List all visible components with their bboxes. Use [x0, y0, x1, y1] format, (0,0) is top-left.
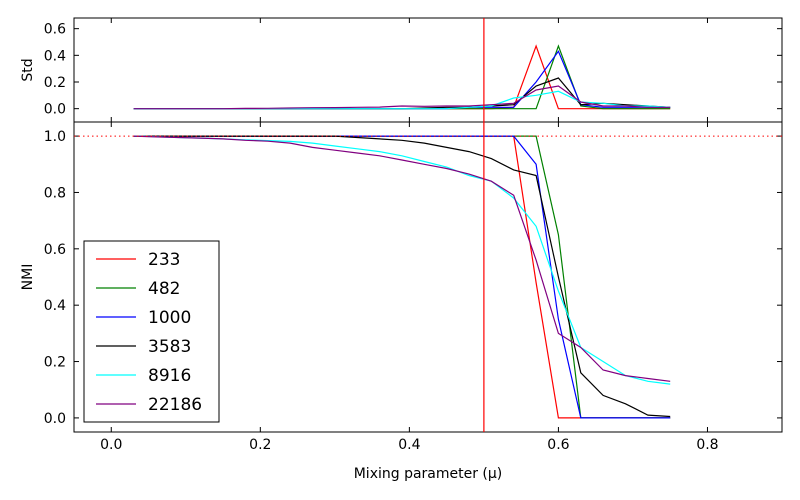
x-tick-label: 0.2	[249, 437, 271, 453]
legend-label-8916: 8916	[148, 366, 191, 386]
std-ytick-label: 0.4	[44, 48, 66, 64]
std-ticks: 0.0 0.2 0.4 0.6	[44, 22, 782, 118]
legend-label-482: 482	[148, 279, 180, 299]
nmi-ytick-label: 0.4	[44, 298, 66, 314]
legend-box	[83, 240, 220, 423]
nmi-panel-frame	[73, 121, 783, 433]
std-series-22186	[133, 85, 671, 110]
std-ylabel: Std	[20, 58, 36, 81]
x-tick-label: 0.0	[100, 437, 122, 453]
legend-label-3583: 3583	[148, 337, 191, 357]
std-ytick-label: 0.6	[44, 22, 66, 38]
nmi-ylabel: NMI	[20, 264, 36, 291]
std-series-lines	[133, 44, 671, 110]
nmi-ytick-label: 0.0	[44, 411, 66, 427]
nmi-ticks: 0.0 0.2 0.4 0.6 0.8 1.0	[44, 129, 782, 427]
nmi-ytick-label: 0.8	[44, 185, 66, 201]
nmi-series-22186	[133, 135, 671, 382]
legend-label-233: 233	[148, 250, 180, 270]
std-ytick-label: 0.0	[44, 102, 66, 118]
legend-label-22186: 22186	[148, 395, 202, 415]
x-tick-label: 0.4	[398, 437, 420, 453]
legend-label-1000: 1000	[148, 308, 191, 328]
legend: 233 482 1000 3583 8916 22186	[83, 240, 220, 423]
x-axis-label: Mixing parameter (μ)	[354, 466, 503, 482]
std-ytick-label: 0.2	[44, 75, 66, 91]
x-tick-label: 0.6	[547, 437, 569, 453]
nmi-ytick-label: 0.2	[44, 355, 66, 371]
nmi-ytick-label: 1.0	[44, 129, 66, 145]
nmi-ytick-label: 0.6	[44, 242, 66, 258]
x-ticks: 0.0 0.2 0.4 0.6 0.8	[100, 18, 719, 453]
x-tick-label: 0.8	[696, 437, 718, 453]
